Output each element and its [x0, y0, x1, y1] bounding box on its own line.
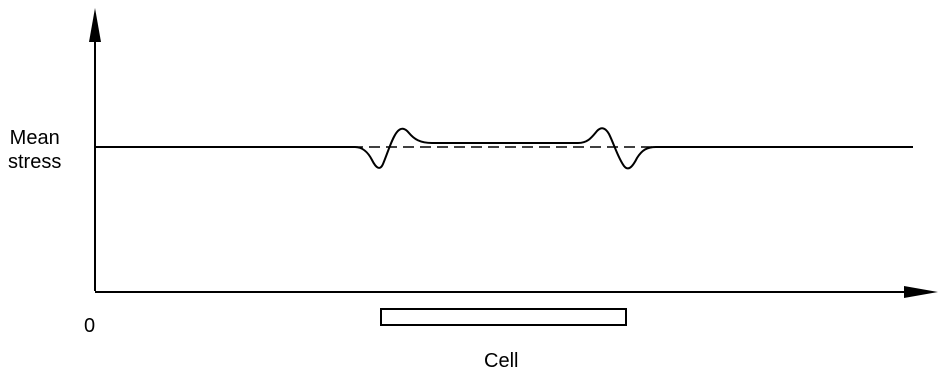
- origin-label: 0: [84, 315, 96, 337]
- stress-curve: [95, 127, 913, 170]
- cell-label: Cell: [484, 350, 519, 372]
- y-axis-arrowhead: [89, 8, 101, 42]
- cell-rectangle: [380, 308, 627, 326]
- x-axis-arrowhead: [904, 286, 938, 298]
- y-axis-label: Mean stress: [8, 126, 61, 174]
- y-axis-label-line1: Mean: [9, 127, 60, 149]
- y-axis-label-line2: stress: [8, 151, 62, 173]
